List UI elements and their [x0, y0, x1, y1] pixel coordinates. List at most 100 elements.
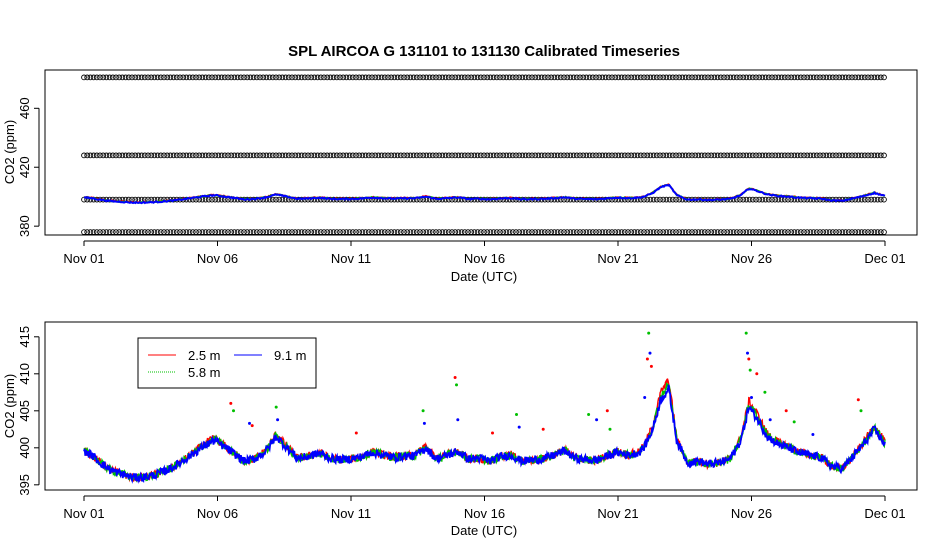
spike-point	[605, 409, 609, 413]
ref-level-point	[285, 152, 292, 159]
ref-level-point	[858, 152, 865, 159]
ref-level-point	[116, 229, 123, 235]
ref-level-point	[823, 152, 830, 159]
ref-level-point	[295, 74, 302, 81]
ref-level-point	[708, 152, 715, 159]
ref-level-point	[215, 74, 222, 81]
ref-level-point	[183, 229, 190, 235]
ref-level-point	[311, 229, 318, 235]
ref-level-point	[727, 229, 734, 235]
ref-level-point	[276, 229, 283, 235]
ref-level-point	[868, 152, 875, 159]
ref-level-point	[564, 229, 571, 235]
ref-level-point	[221, 229, 228, 235]
ref-level-point	[253, 152, 260, 159]
ref-level-point	[618, 74, 625, 81]
ref-level-point	[103, 152, 110, 159]
ref-level-point	[263, 74, 270, 81]
ref-level-point	[426, 229, 433, 235]
ref-level-point	[573, 74, 580, 81]
ref-level-point	[100, 152, 107, 159]
ref-level-point	[282, 229, 289, 235]
bottom-x-tick-label: Nov 16	[464, 506, 505, 521]
spike-point	[229, 401, 233, 405]
ref-level-point	[122, 74, 129, 81]
ref-level-point	[487, 74, 494, 81]
ref-level-point	[154, 74, 161, 81]
ref-level-point	[733, 152, 740, 159]
ref-level-point	[663, 74, 670, 81]
ref-level-point	[717, 74, 724, 81]
ref-level-point	[762, 152, 769, 159]
ref-level-point	[449, 74, 455, 81]
ref-level-point	[346, 152, 353, 159]
ref-level-point	[679, 74, 686, 81]
ref-level-point	[618, 152, 625, 159]
ref-level-point	[109, 229, 116, 235]
ref-level-point	[637, 229, 644, 235]
ref-level-point	[484, 152, 491, 159]
ref-level-point	[541, 152, 548, 159]
ref-level-point	[218, 229, 225, 235]
ref-level-point	[429, 229, 436, 235]
ref-level-point	[644, 74, 651, 81]
ref-level-point	[209, 74, 215, 81]
ref-level-point	[417, 74, 423, 81]
ref-level-point	[173, 152, 180, 159]
bottom-panel: Nov 01 Nov 06 Nov 11 Nov 16 Nov 21 Nov 26 Dec …	[2, 321, 918, 538]
ref-level-point	[650, 229, 657, 235]
ref-level-point	[365, 152, 372, 159]
ref-level-point	[817, 229, 823, 235]
ref-level-point	[241, 74, 247, 81]
ref-level-point	[644, 152, 651, 159]
ref-level-point	[180, 152, 187, 159]
ref-level-point	[788, 152, 795, 159]
ref-level-point	[471, 152, 478, 159]
ref-level-point	[375, 74, 382, 81]
ref-level-point	[311, 152, 318, 159]
top-x-tick-label: Nov 06	[197, 251, 238, 266]
ref-level-point	[599, 152, 606, 159]
ref-level-point	[301, 74, 308, 81]
ref-level-point	[557, 74, 564, 81]
ref-level-point	[769, 196, 775, 203]
ref-level-point	[538, 152, 545, 159]
ref-level-point	[881, 229, 887, 235]
ref-level-point	[151, 152, 158, 159]
ref-level-point	[493, 229, 500, 235]
ref-level-point	[106, 74, 113, 81]
ref-level-point	[247, 229, 254, 235]
ref-level-point	[321, 152, 327, 159]
ref-level-point	[231, 152, 238, 159]
ref-level-point	[164, 74, 171, 81]
ref-level-point	[362, 229, 369, 235]
ref-level-point	[372, 229, 379, 235]
ref-level-point	[468, 74, 475, 81]
ref-level-point	[276, 196, 283, 203]
ref-level-point	[314, 152, 321, 159]
ref-level-point	[225, 74, 231, 81]
ref-level-point	[183, 74, 190, 81]
ref-level-point	[551, 229, 558, 235]
ref-level-point	[794, 229, 801, 235]
ref-level-point	[282, 74, 289, 81]
spike-point	[856, 398, 860, 402]
ref-level-point	[228, 152, 235, 159]
ref-level-point	[426, 74, 433, 81]
ref-level-point	[807, 74, 814, 81]
ref-level-point	[711, 229, 718, 235]
ref-level-point	[484, 74, 491, 81]
ref-level-point	[225, 152, 231, 159]
ref-level-point	[81, 74, 87, 81]
ref-level-point	[605, 229, 612, 235]
ref-level-point	[164, 152, 171, 159]
top-x-tick-label: Dec 01	[864, 251, 905, 266]
ref-level-point	[647, 152, 654, 159]
ref-level-point	[714, 74, 721, 81]
ref-level-point	[874, 196, 881, 203]
ref-level-point	[407, 152, 414, 159]
ref-level-point	[586, 152, 593, 159]
ref-level-point	[317, 152, 324, 159]
spike-point	[792, 420, 796, 424]
ref-level-point	[673, 152, 679, 159]
